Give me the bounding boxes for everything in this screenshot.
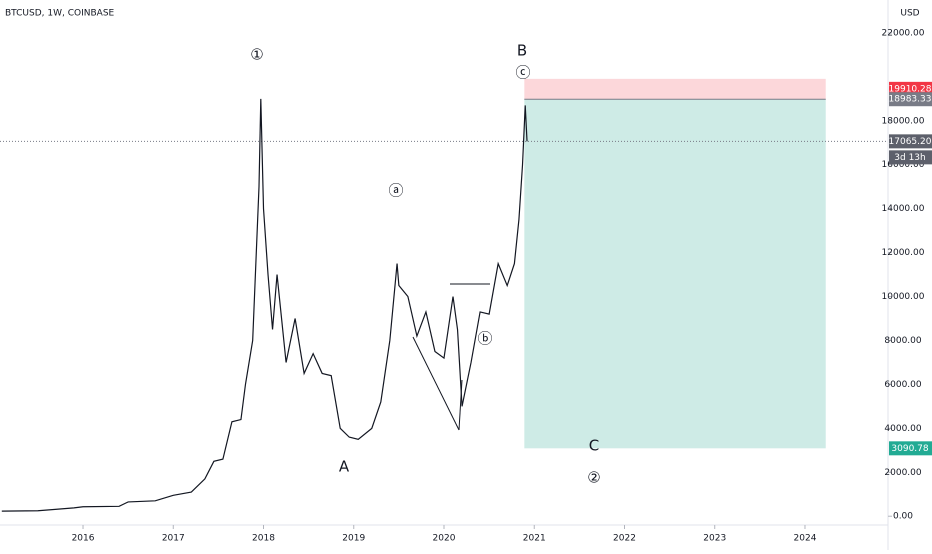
trend-line [412,336,460,431]
x-tick-label: 2017 [162,534,185,544]
stop-zone [524,78,826,100]
x-tick-label: 2023 [703,534,726,544]
x-tick-label: 2024 [794,534,817,544]
last-price-label-bg [889,134,932,149]
y-tick-label: 4000.00 [884,424,921,434]
countdown-bg [889,150,932,165]
wave-label: ② [587,469,600,487]
y-tick-label: 12000.00 [882,248,925,258]
y-tick-label: 16000.00 [882,160,925,170]
y-tick-label: 22000.00 [882,28,925,38]
wave-label: ① [250,46,263,64]
last-price-label: 17065.20 [889,137,932,147]
entry-label-bg [889,92,932,107]
x-tick-label: 2020 [433,534,456,544]
wave-label: ⓐ [388,182,403,200]
x-tick-label: 2021 [523,534,546,544]
y-tick-label: 8000.00 [884,336,921,346]
target-zone [524,99,826,449]
entry-label: 18983.33 [889,95,932,105]
x-tick-label: 2018 [252,534,275,544]
y-tick-label: 14000.00 [882,204,925,214]
target-label-bg [889,441,932,456]
price-line [1,98,528,512]
y-tick-label: 18000.00 [882,116,925,126]
wave-label: C [589,437,599,455]
chart-title: BTCUSD, 1W, COINBASE [5,9,115,19]
countdown-label: 3d 13h [894,153,925,163]
y-tick-label: 10000.00 [882,292,925,302]
stop-label: 19910.28 [889,84,932,94]
x-tick-label: 2016 [72,534,95,544]
wave-label: B [517,42,527,60]
x-tick-label: 2019 [342,534,365,544]
y-tick-label: 6000.00 [884,380,921,390]
x-tick-label: 2022 [613,534,636,544]
wave-label: ⓒ [515,64,530,82]
wave-label: A [339,458,350,476]
y-tick-label: 2000.00 [884,468,921,478]
target-label: 3090.78 [891,444,928,454]
unit-label: USD [900,9,919,19]
wave-label: ⓑ [477,330,492,348]
y-tick-label: 0.00 [893,512,913,522]
